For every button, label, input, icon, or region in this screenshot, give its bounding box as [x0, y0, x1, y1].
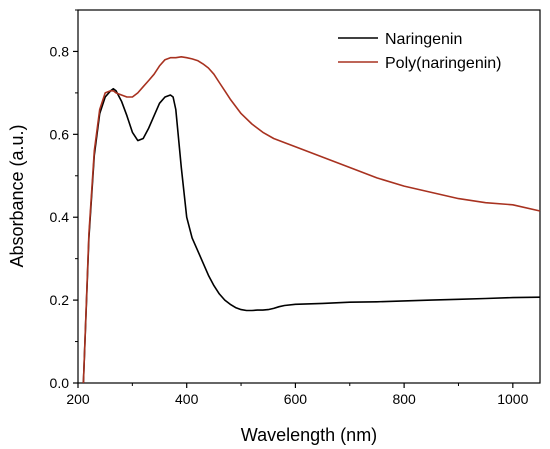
y-axis-title: Absorbance (a.u.): [7, 124, 27, 267]
x-axis-title: Wavelength (nm): [241, 425, 377, 445]
legend: Naringenin Poly(naringenin): [338, 31, 502, 72]
series-layer: [82, 56, 541, 384]
y-axis-ticks: 0.0 0.2 0.4 0.6 0.8: [50, 9, 78, 391]
legend-label-poly-naringenin: Poly(naringenin): [385, 55, 502, 72]
x-tick-label: 600: [284, 391, 308, 407]
y-tick-label: 0.0: [50, 375, 70, 391]
x-axis-ticks: 200 400 600 800 1000: [66, 383, 529, 407]
x-tick-label: 800: [392, 391, 416, 407]
y-tick-label: 0.2: [50, 292, 70, 308]
plot-frame: [77, 9, 541, 384]
x-tick-label: 200: [66, 391, 90, 407]
y-tick-label: 0.8: [50, 43, 70, 59]
legend-label-naringenin: Naringenin: [385, 31, 462, 48]
x-tick-label: 400: [175, 391, 199, 407]
y-tick-label: 0.4: [50, 209, 70, 225]
series-line-naringenin: [82, 87, 541, 384]
series-line-poly-naringenin: [82, 56, 541, 384]
y-tick-label: 0.6: [50, 126, 70, 142]
x-tick-label: 1000: [497, 391, 528, 407]
